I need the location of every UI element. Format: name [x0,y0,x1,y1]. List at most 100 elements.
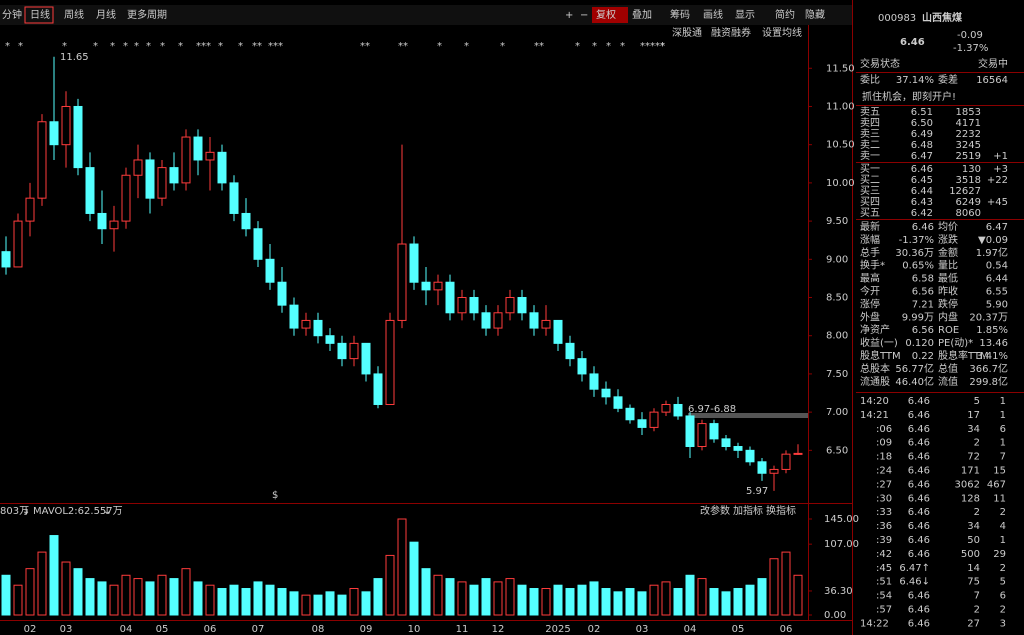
low-label: 5.97 [746,486,768,497]
stat-value: 6.46 [912,222,934,233]
candle-body [793,452,803,455]
volume-bar [409,541,419,616]
book-label: 卖一 [860,150,880,162]
y-tick-label: 8.00 [826,331,848,342]
trade-count: 1 [1000,396,1006,407]
event-marker: * [178,41,183,52]
toolbar-button[interactable]: 画线 [703,8,723,21]
stock-code: 000983 [878,13,916,24]
book-delta: +45 [987,197,1008,208]
event-marker: * [123,41,128,52]
trade-count: 5 [1000,577,1006,588]
candle-body [469,297,479,314]
stat-value: -1.37% [899,235,934,246]
stat-value: 366.7亿 [969,362,1008,375]
volume-bar [481,578,491,616]
book-volume: 6249 [956,197,981,208]
candle-body [541,319,551,329]
volume-bar [697,578,707,616]
toolbar-button[interactable]: 简约 [775,8,795,21]
toolbar-button[interactable]: 筹码 [670,8,690,21]
volume-bar [313,594,323,616]
sub-toolbar-button[interactable]: 深股通 [672,27,702,39]
candle-body [301,319,311,329]
indicator-button[interactable]: 换指标 [766,504,796,517]
volume-bar [613,591,623,616]
x-tick-label: 05 [732,624,745,635]
x-tick-label: 12 [492,624,505,635]
trade-time: :30 [876,493,892,504]
sub-toolbar-button[interactable]: 融资融券 [711,26,751,39]
candle-body [133,159,143,176]
trade-count: 1 [1000,438,1006,449]
toolbar-button[interactable]: 显示 [735,9,755,21]
stat-label: 股息TTM [860,349,901,362]
candle-body [385,319,395,405]
candle-body [745,449,755,463]
range-bar [688,413,808,418]
toolbar-button[interactable]: 叠加 [632,9,652,21]
tab[interactable]: 更多周期 [127,8,167,21]
stat-value: 6.44 [986,274,1008,285]
y-tick-label: 145.00 [824,514,859,525]
event-marker: ***** [640,41,665,52]
book-volume: 130 [962,164,981,175]
volume-bar [505,578,515,616]
stat-label: 外盘 [860,310,880,323]
stat-value: 20.37万 [969,312,1008,323]
trade-time: :39 [876,535,892,546]
trade-time: :45 [876,563,892,574]
volume-bar [289,591,299,616]
ratio-cell: 委比 [860,73,880,86]
stat-value: 1.97亿 [976,246,1008,259]
sub-toolbar-button[interactable]: 设置均线 [762,26,802,39]
x-tick-label: 03 [60,624,73,635]
trade-price: 6.46↓ [899,577,930,588]
candle-body [733,446,743,451]
book-label: 卖三 [860,128,880,140]
x-tick-label: 06 [204,624,217,635]
indicator-button[interactable]: 改参数 [700,504,730,517]
volume-bar [361,591,371,616]
volume-bar [397,518,407,616]
stat-value: 0.65% [902,261,934,272]
tab[interactable]: 月线 [96,8,116,21]
y-tick-label: 6.50 [826,445,848,456]
candle-body [253,228,263,260]
trade-count: 467 [987,479,1006,490]
indicator-button[interactable]: 加指标 [733,504,763,517]
candle-body [781,453,791,470]
trade-time: :42 [876,549,892,560]
toolbar-button[interactable]: 隐藏 [805,9,825,21]
stat-label: 今开 [860,285,880,298]
tab[interactable]: 分钟 [2,8,22,21]
stat-label: 涨跌 [938,233,958,246]
stat-value: 46.40亿 [895,375,934,388]
event-marker: * [464,41,469,52]
volume-bar [433,574,443,616]
stat-value: 0.120 [905,338,934,349]
event-marker: * [500,41,505,52]
candle-body [673,403,683,417]
x-tick-label: 02 [588,624,601,635]
stat-label: 昨收 [938,285,958,298]
volume-bar [13,584,23,616]
toolbar-button[interactable]: − [580,10,588,21]
trade-volume: 50 [967,535,980,546]
toolbar-button[interactable]: 复权 [596,8,616,21]
stat-label: 股息率TTM [938,349,989,362]
trade-price: 6.46 [908,507,930,518]
x-tick-label: 10 [408,624,421,635]
trade-time: :36 [876,521,892,532]
candle-body [13,220,23,268]
toolbar-button[interactable]: + [565,10,573,21]
trade-price: 6.46 [908,549,930,560]
tab[interactable]: 日线 [30,8,50,21]
ratio-cell: 16564 [976,75,1008,86]
event-marker: * [575,41,580,52]
promo[interactable]: 抓住机会，即刻开户! [862,90,956,103]
tab[interactable]: 周线 [64,8,84,21]
volume-bar [793,574,803,616]
book-label: 买三 [860,185,880,197]
volume-bar [673,588,683,616]
